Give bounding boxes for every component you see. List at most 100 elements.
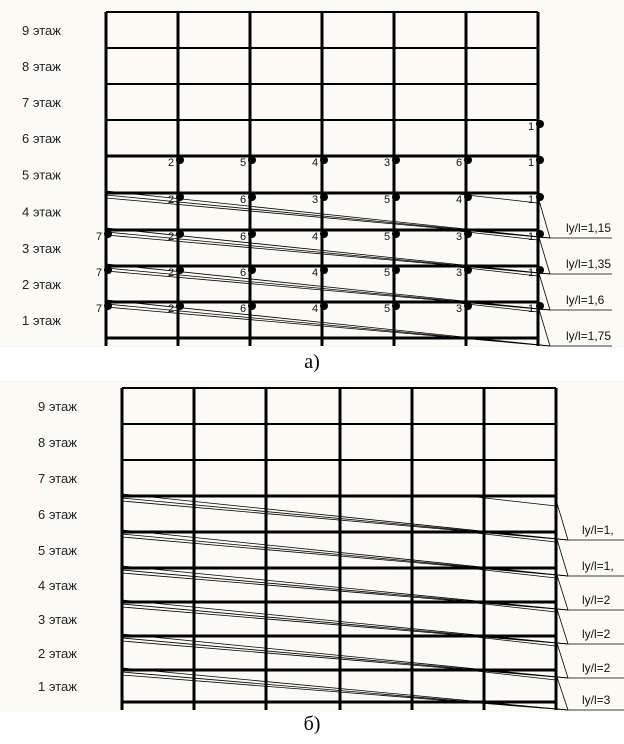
buckling-line xyxy=(121,497,569,541)
node-number: 7 xyxy=(96,231,102,243)
node-marker xyxy=(464,302,472,310)
floor-label: 3 этаж xyxy=(22,241,61,256)
node-marker xyxy=(104,266,112,274)
ratio-label: lу/l=1, xyxy=(582,559,614,573)
ratio-label: lу/l=2 xyxy=(582,593,611,607)
buckling-line xyxy=(121,533,569,577)
frame-diagram-a: 9 этаж 8 этаж 7 этаж 6 этаж 5 этаж 4 этаж 3 эт… xyxy=(0,0,624,348)
node-number: 3 xyxy=(456,267,462,279)
node-number: 3 xyxy=(312,194,318,206)
floor-label: 1 этаж xyxy=(38,679,77,694)
buckling-line xyxy=(475,670,557,681)
floor-label: 7 этаж xyxy=(38,471,77,486)
buckling-line xyxy=(555,673,569,711)
buckling-line xyxy=(121,536,569,577)
node-marker xyxy=(320,156,328,164)
buckling-line xyxy=(105,194,551,239)
node-marker xyxy=(176,156,184,164)
buckling-line xyxy=(121,603,569,645)
node-number: 1 xyxy=(528,157,534,169)
ratio-label: lу/l=2 xyxy=(582,627,611,641)
node-number: 2 xyxy=(168,231,174,243)
buckling-line xyxy=(555,535,569,577)
node-marker xyxy=(320,230,328,238)
ratio-label: lу/l=1,35 xyxy=(566,257,611,271)
node-marker xyxy=(176,193,184,201)
floor-label: 5 этаж xyxy=(38,543,77,558)
buckling-line xyxy=(121,493,569,541)
caption-b: б) xyxy=(303,713,321,735)
buckling-line xyxy=(475,532,557,543)
node-number: 2 xyxy=(168,267,174,279)
node-marker xyxy=(104,302,112,310)
buckling-line xyxy=(121,640,569,679)
node-number: 1 xyxy=(528,267,534,279)
node-number: 5 xyxy=(384,303,390,315)
buckling-line xyxy=(105,231,551,275)
buckling-line xyxy=(537,233,551,275)
floor-label: 8 этаж xyxy=(22,59,61,74)
node-marker xyxy=(248,193,256,201)
node-number: 4 xyxy=(312,231,318,243)
node-marker xyxy=(536,230,544,238)
node-marker xyxy=(392,266,400,274)
frame-diagram-b: 9 этаж 8 этаж 7 этаж 6 этаж 5 этаж 4 этаж 3 эт… xyxy=(0,380,624,712)
node-number: 7 xyxy=(96,303,102,315)
node-number: 1 xyxy=(528,231,534,243)
buckling-line xyxy=(121,572,569,611)
buckling-line xyxy=(105,270,551,311)
floor-label: 9 этаж xyxy=(38,399,77,414)
node-number: 4 xyxy=(312,303,318,315)
ratio-label: lу/l=1,6 xyxy=(566,293,605,307)
node-marker xyxy=(536,156,544,164)
node-marker xyxy=(248,266,256,274)
node-marker xyxy=(536,120,544,128)
node-marker xyxy=(392,156,400,164)
node-marker xyxy=(464,266,472,274)
ratio-label: lу/l=3 xyxy=(582,693,611,707)
floor-label: 4 этаж xyxy=(22,205,61,220)
buckling-line xyxy=(555,499,569,541)
node-marker xyxy=(248,230,256,238)
buckling-line xyxy=(121,569,569,611)
node-marker xyxy=(320,193,328,201)
buckling-line xyxy=(121,633,569,679)
node-number: 7 xyxy=(96,267,102,279)
buckling-line xyxy=(475,602,557,613)
buckling-line xyxy=(121,667,569,711)
caption-a: а) xyxy=(304,351,320,373)
frame-svg-b: 9 этаж 8 этаж 7 этаж 6 этаж 5 этаж 4 этаж 3 эт… xyxy=(38,387,624,711)
floor-label: 5 этаж xyxy=(22,168,61,183)
buckling-line xyxy=(537,196,551,239)
buckling-line xyxy=(121,671,569,711)
buckling-line xyxy=(555,605,569,645)
floor-label: 7 этаж xyxy=(22,95,61,110)
node-number: 2 xyxy=(168,303,174,315)
node-marker xyxy=(248,156,256,164)
floor-label: 3 этаж xyxy=(38,612,77,627)
node-number: 4 xyxy=(312,267,318,279)
buckling-line xyxy=(537,305,551,347)
buckling-line xyxy=(121,674,569,711)
floor-label: 2 этаж xyxy=(38,646,77,661)
buckling-line xyxy=(475,496,557,507)
ratio-label: lу/l=1, xyxy=(582,523,614,537)
node-number: 3 xyxy=(456,303,462,315)
buckling-line xyxy=(105,234,551,275)
buckling-line xyxy=(105,197,551,239)
floor-label: 4 этаж xyxy=(38,578,77,593)
floor-label: 2 этаж xyxy=(22,277,61,292)
buckling-line xyxy=(121,637,569,679)
node-marker xyxy=(536,193,544,201)
node-marker xyxy=(320,302,328,310)
node-number: 3 xyxy=(384,157,390,169)
buckling-line xyxy=(555,639,569,679)
node-number: 6 xyxy=(240,194,246,206)
floor-label: 1 этаж xyxy=(22,313,61,328)
node-number: 5 xyxy=(384,231,390,243)
node-number: 5 xyxy=(240,157,246,169)
node-number: 2 xyxy=(168,194,174,206)
node-number: 6 xyxy=(240,303,246,315)
buckling-line xyxy=(105,267,551,311)
node-marker xyxy=(392,193,400,201)
